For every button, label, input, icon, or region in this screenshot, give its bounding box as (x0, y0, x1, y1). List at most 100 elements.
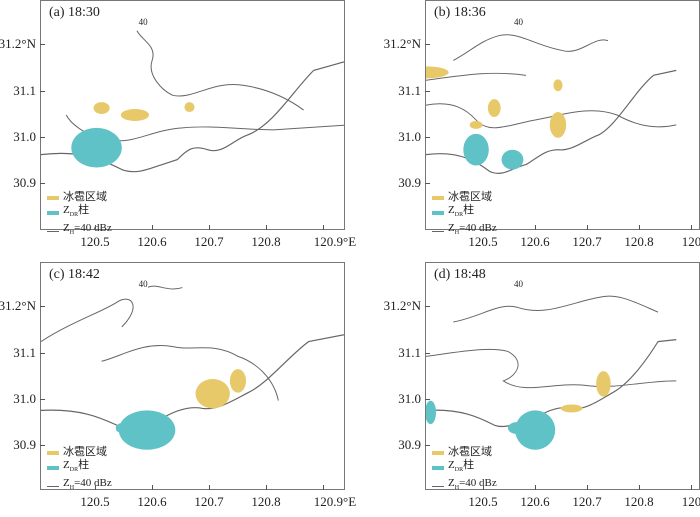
y-tick-label: 31.1 (13, 83, 36, 98)
x-tick-label: 120.7 (572, 234, 602, 249)
zdr-column (507, 422, 527, 434)
x-tick (587, 225, 588, 230)
hail-region (549, 112, 567, 138)
hail-region (553, 79, 563, 92)
zdr-column (71, 127, 122, 168)
y-tick (40, 137, 45, 138)
map-canvas (426, 34, 677, 174)
map-panel-3: (d) 18:48 40 冰雹区域 ZDR柱 ZH=40 dBz (425, 262, 700, 491)
y-tick (40, 183, 45, 184)
y-tick (40, 306, 45, 307)
x-tick-label: 120.9°E (313, 234, 357, 249)
x-tick-label: 120.5 (468, 494, 498, 509)
y-tick-label: 31.2°N (383, 36, 421, 51)
legend-zdr-label: ZDR柱 (63, 204, 90, 219)
x-tick (152, 485, 153, 490)
contour-swatch (432, 230, 444, 232)
hail-swatch (47, 195, 59, 200)
panel-title: (d) 18:48 (434, 267, 486, 282)
legend-zh-label: ZH=40 dBz (63, 222, 112, 237)
x-tick-label: 120.6 (520, 494, 550, 509)
x-tick-label: 120.8 (251, 494, 281, 509)
y-tick-label: 30.9 (398, 175, 421, 190)
x-tick (639, 225, 640, 230)
x-tick (691, 225, 692, 230)
coastline (426, 339, 677, 427)
legend-zdr-label: ZDR柱 (448, 204, 475, 219)
x-tick (587, 485, 588, 490)
y-tick-label: 30.9 (13, 437, 36, 452)
x-tick-label: 120.5 (80, 234, 110, 249)
zdr-swatch (432, 466, 444, 471)
y-tick (425, 91, 430, 92)
zdr-column (118, 410, 176, 450)
contour-label: 40 (514, 17, 523, 27)
zdr-swatch (47, 466, 59, 471)
zdr-column (463, 133, 489, 166)
y-tick-label: 30.9 (13, 175, 36, 190)
x-tick-label: 120.8 (624, 234, 654, 249)
hail-swatch (432, 450, 444, 455)
x-tick-label: 120.8 (624, 494, 654, 509)
hail-swatch (432, 195, 444, 200)
legend-zdr: ZDR柱 (47, 459, 112, 477)
x-tick-label: 120.9°E (313, 494, 357, 509)
map-canvas (41, 285, 344, 450)
map-panel-1: (b) 18:36 40 冰雹区域 ZDR柱 ZH=40 dBz (425, 0, 700, 236)
y-tick-label: 31.0 (398, 391, 421, 406)
hail-region (487, 99, 501, 117)
y-tick-label: 31.1 (398, 345, 421, 360)
hail-region (469, 120, 483, 129)
y-tick-label: 31.2°N (0, 298, 36, 313)
y-tick (425, 306, 430, 307)
zdr-column (426, 400, 437, 425)
y-tick-label: 31.2°N (0, 36, 36, 51)
hail-region (560, 404, 583, 413)
x-tick (266, 225, 267, 230)
coastline (41, 61, 344, 173)
x-tick (691, 485, 692, 490)
legend-hail: 冰雹区域 (432, 191, 497, 204)
x-tick-label: 120.7 (572, 494, 602, 509)
x-tick (535, 485, 536, 490)
zdr-column (515, 410, 556, 450)
y-tick-label: 31.0 (13, 129, 36, 144)
legend-zdr-label: ZDR柱 (448, 459, 475, 474)
y-tick (40, 44, 45, 45)
contour-swatch (47, 485, 59, 487)
y-tick (425, 44, 430, 45)
map-panel-2: (c) 18:42 40 冰雹区域 ZDR柱 ZH=40 dBz (40, 262, 345, 491)
zh-40dbz-contour (41, 285, 279, 401)
x-tick (323, 225, 324, 230)
zdr-swatch (432, 211, 444, 216)
legend-hail: 冰雹区域 (432, 446, 497, 459)
y-tick (425, 137, 430, 138)
x-tick (266, 485, 267, 490)
x-tick-label: 120.8 (251, 234, 281, 249)
hail-region (195, 378, 230, 409)
x-tick-label: 120.6 (520, 234, 550, 249)
contour-label: 40 (138, 279, 148, 289)
zh-40dbz-contour (65, 30, 344, 142)
y-tick (425, 399, 430, 400)
x-tick-label: 120.5 (468, 234, 498, 249)
x-tick-label: 120.7 (194, 494, 224, 509)
x-tick-label: 120.7 (194, 234, 224, 249)
legend-hail-label: 冰雹区域 (448, 446, 492, 458)
legend-zdr: ZDR柱 (432, 459, 497, 477)
legend-hail-label: 冰雹区域 (63, 446, 107, 458)
x-tick (323, 485, 324, 490)
x-tick (152, 225, 153, 230)
y-tick-label: 31.2°N (383, 298, 421, 313)
zdr-column (501, 149, 524, 170)
legend-hail: 冰雹区域 (47, 191, 112, 204)
legend-zh: ZH=40 dBz (47, 477, 112, 495)
contour-label: 40 (138, 17, 148, 27)
hail-swatch (47, 450, 59, 455)
y-tick-label: 31.1 (13, 345, 36, 360)
zdr-column (115, 423, 128, 433)
panel-title: (c) 18:42 (49, 267, 100, 282)
x-tick-label: 120.5 (80, 494, 110, 509)
x-tick (209, 225, 210, 230)
contour-label: 40 (514, 279, 523, 289)
